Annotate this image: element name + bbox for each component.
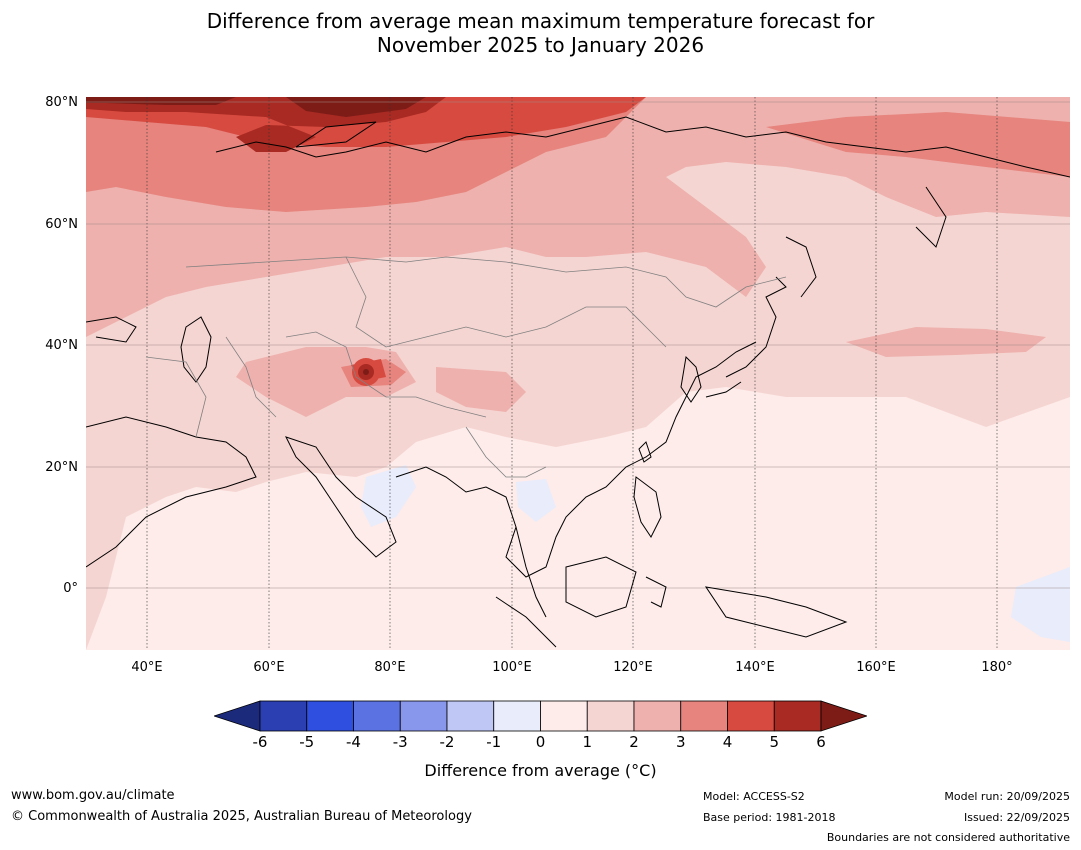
colorbar-tick-label: -4: [346, 733, 361, 751]
colorbar-segment: [446, 700, 495, 732]
meridian-grid: [146, 97, 998, 650]
colorbar-segment: [633, 700, 682, 732]
model-run-text: Model run: 20/09/2025: [944, 790, 1070, 803]
lon-label-60e: 60°E: [253, 660, 285, 675]
temperature-anomaly-map: [86, 97, 1070, 650]
colorbar-tick-label: -1: [486, 733, 502, 751]
colorbar-segment: [353, 700, 401, 732]
colorbar-tick-label: 4: [722, 733, 733, 751]
colorbar-segment: [493, 700, 541, 732]
parallel-grid: [86, 101, 1070, 589]
colorbar-segment: [399, 700, 448, 732]
colorbar-segment: [259, 700, 308, 732]
colorbar: [214, 700, 867, 732]
colorbar-tick-label: 5: [769, 733, 780, 751]
lon-label-120e: 120°E: [613, 660, 653, 675]
cool-anomaly-indochina: [516, 479, 556, 522]
model-text: Model: ACCESS-S2: [703, 790, 805, 803]
anomaly-band-2-3-pacific: [846, 327, 1046, 357]
lon-label-80e: 80°E: [374, 660, 406, 675]
colorbar-segment: [680, 700, 728, 732]
cool-anomaly-equatorial-pacific: [1011, 567, 1070, 642]
anomaly-band-3-4-east: [766, 112, 1070, 177]
colorbar-segment: [727, 700, 775, 732]
lat-label-80n: 80°N: [45, 95, 78, 110]
cool-anomaly-bay-of-bengal: [361, 465, 416, 527]
colorbar-tick-label: 3: [675, 733, 686, 751]
colorbar-segment: [586, 700, 635, 732]
lat-label-20n: 20°N: [45, 460, 78, 475]
colorbar-label: Difference from average (°C): [424, 761, 657, 780]
colorbar-tick-label: 1: [582, 733, 593, 751]
colorbar-segment: [540, 700, 588, 732]
colorbar-segment: [306, 700, 354, 732]
boundaries-disclaimer: Boundaries are not considered authoritat…: [826, 831, 1070, 844]
copyright-text: © Commonwealth of Australia 2025, Austra…: [11, 809, 472, 824]
lon-label-40e: 40°E: [131, 660, 163, 675]
lon-label-180: 180°: [981, 660, 1013, 675]
title-line-1: Difference from average mean maximum tem…: [206, 9, 875, 33]
colorbar-tick-label: -6: [252, 733, 268, 751]
coastlines: [86, 116, 1070, 648]
issued-text: Issued: 22/09/2025: [963, 811, 1070, 824]
lon-label-140e: 140°E: [735, 660, 775, 675]
lat-label-60n: 60°N: [45, 217, 78, 232]
country-boundaries: [145, 256, 787, 478]
colorbar-extension-high: [820, 700, 867, 732]
colorbar-segment: [773, 700, 822, 732]
colorbar-tick-label: 0: [535, 733, 546, 751]
website-link[interactable]: www.bom.gov.au/climate: [11, 788, 175, 803]
anomaly-band-2-3-tibet: [436, 367, 526, 412]
lon-label-160e: 160°E: [856, 660, 896, 675]
colorbar-extension-low: [214, 700, 261, 732]
colorbar-tick-label: -5: [299, 733, 315, 751]
title-line-2: November 2025 to January 2026: [376, 33, 705, 57]
hotspot-karakoram-center: [363, 369, 369, 375]
base-period-text: Base period: 1981-2018: [703, 811, 836, 824]
lon-label-100e: 100°E: [492, 660, 532, 675]
chart-title: Difference from average mean maximum tem…: [0, 9, 1081, 57]
colorbar-tick-label: 2: [629, 733, 639, 751]
colorbar-tick-label: 6: [816, 733, 826, 751]
colorbar-tick-label: -2: [439, 733, 455, 751]
lat-label-0: 0°: [63, 581, 78, 596]
colorbar-tick-label: -3: [392, 733, 408, 751]
lat-label-40n: 40°N: [45, 338, 78, 353]
